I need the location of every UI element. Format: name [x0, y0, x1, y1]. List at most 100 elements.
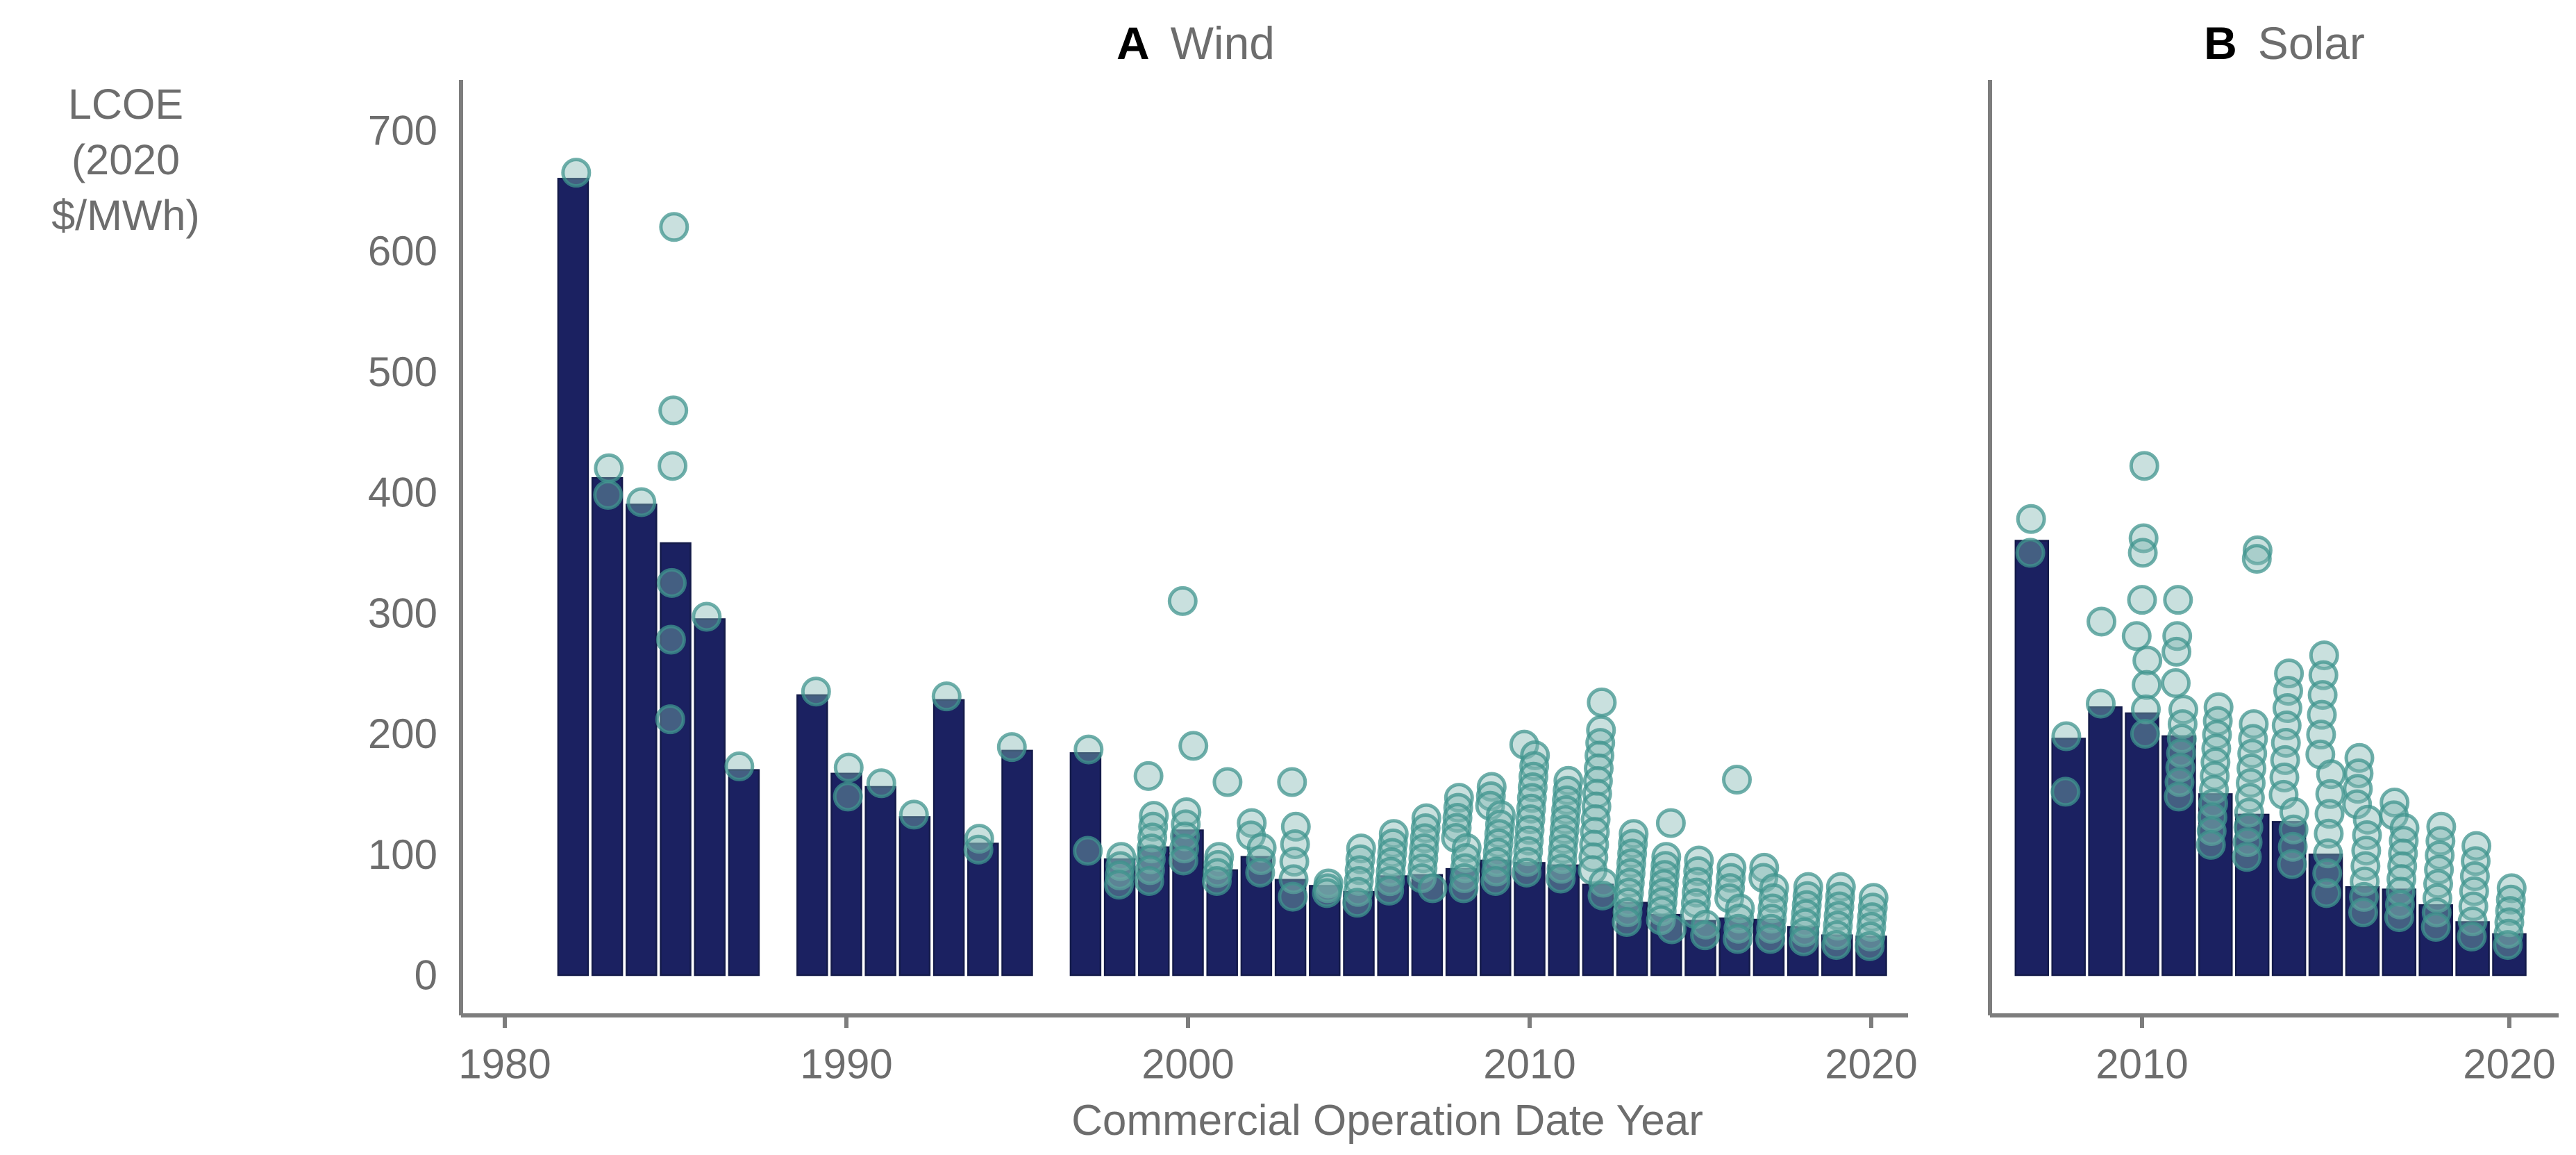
- scatter-point: [594, 453, 624, 483]
- y-axis-label-line1: LCOE: [67, 81, 184, 128]
- bar-wind-1986: [694, 618, 726, 977]
- scatter-point: [2342, 789, 2373, 820]
- y-tick-label-700: 700: [368, 107, 437, 153]
- scatter-point: [1245, 857, 1276, 888]
- scatter-wind-2008: [1441, 783, 1482, 904]
- panel-a-name: Wind: [1170, 17, 1276, 69]
- scatter-point: [801, 676, 831, 707]
- scatter-point: [1512, 857, 1542, 888]
- scatter-wind-2013: [1612, 819, 1649, 938]
- scatter-point: [659, 212, 689, 242]
- scatter-point: [1202, 865, 1232, 896]
- scatter-point: [1137, 833, 1166, 864]
- scatter-point: [1789, 926, 1819, 956]
- bar-wind-1983: [591, 476, 624, 977]
- scatter-point: [2132, 670, 2162, 700]
- scatter-wind-1989: [801, 676, 831, 707]
- scatter-wind-2010: [1509, 729, 1550, 888]
- scatter-point: [2495, 896, 2525, 927]
- bar-solar-2012: [2198, 793, 2233, 977]
- scatter-solar-2014: [2268, 658, 2309, 879]
- scatter-point: [1212, 767, 1243, 797]
- scatter-point: [2461, 846, 2491, 876]
- scatter-point: [2384, 902, 2414, 933]
- scatter-point: [626, 487, 657, 517]
- scatter-solar-2020: [2493, 873, 2527, 961]
- scatter-point: [1682, 877, 1712, 908]
- bar-solar-2008: [2051, 738, 2086, 977]
- scatter-solar-2012: [2196, 692, 2234, 860]
- bar-wind-1982: [557, 178, 589, 977]
- scatter-point: [2241, 544, 2272, 574]
- scatter-point: [1520, 740, 1550, 771]
- scatter-point: [1722, 765, 1752, 795]
- scatter-point: [1480, 865, 1511, 896]
- scatter-point: [2086, 688, 2116, 719]
- y-axis-label-line2: (2020 $/MWh): [51, 136, 200, 239]
- bar-wind-1984: [626, 504, 658, 977]
- scatter-point: [996, 732, 1027, 763]
- scatter-point: [655, 624, 686, 655]
- scatter-point: [2242, 535, 2273, 565]
- scatter-point: [1374, 875, 1405, 906]
- y-tick-label-100: 100: [368, 831, 437, 878]
- bar-wind-1989: [796, 694, 828, 977]
- scatter-point: [2232, 842, 2262, 872]
- scatter-solar-2016: [2342, 742, 2383, 928]
- scatter-wind-1995: [996, 732, 1027, 763]
- scatter-point: [1448, 873, 1479, 904]
- scatter-solar-2008: [2050, 721, 2082, 807]
- scatter-point: [2132, 645, 2163, 676]
- scatter-wind-1994: [963, 824, 994, 865]
- scatter-point: [2131, 694, 2161, 724]
- scatter-point: [2495, 884, 2526, 915]
- scatter-wind-2007: [1407, 803, 1448, 904]
- scatter-point: [1342, 888, 1373, 918]
- scatter-wind-1997: [1073, 734, 1104, 866]
- scatter-point: [2127, 585, 2157, 615]
- scatter-solar-2011: [2161, 585, 2198, 812]
- scatter-point: [1822, 920, 1852, 951]
- scatter-point: [1612, 897, 1643, 927]
- scatter-point: [1278, 881, 1308, 912]
- scatter-point: [2050, 776, 2081, 807]
- scatter-point: [2493, 930, 2523, 961]
- scatter-wind-2004: [1312, 868, 1344, 908]
- scatter-point: [593, 480, 624, 510]
- scatter-point: [1343, 876, 1373, 907]
- scatter-point: [1684, 845, 1714, 876]
- scatter-point: [1375, 866, 1405, 897]
- scatter-point: [1855, 931, 1885, 961]
- panel-a-letter: A: [1116, 17, 1150, 69]
- scatter-point: [1514, 815, 1545, 845]
- scatter-point: [2457, 906, 2488, 937]
- scatter-point: [1277, 767, 1307, 797]
- y-tick-label-200: 200: [368, 711, 437, 757]
- scatter-point: [657, 567, 687, 598]
- scatter-point: [1821, 930, 1852, 961]
- scatter-wind-2009: [1475, 772, 1516, 896]
- scatter-point: [1657, 914, 1687, 945]
- scatter-point: [1104, 870, 1134, 900]
- scatter-point: [2196, 829, 2226, 860]
- bar-wind-2001: [1206, 869, 1238, 977]
- scatter-point: [2461, 831, 2492, 861]
- bar-wind-1992: [898, 816, 931, 977]
- scatter-point: [1514, 825, 1544, 856]
- scatter-wind-1985: [655, 212, 689, 735]
- scatter-point: [1587, 880, 1618, 911]
- scatter-point: [964, 824, 994, 854]
- scatter-point: [1515, 804, 1546, 835]
- scatter-wind-1992: [898, 799, 929, 830]
- scatter-wind-2012: [1578, 687, 1619, 911]
- bar-wind-1993: [932, 699, 965, 977]
- scatter-point: [2051, 721, 2082, 751]
- scatter-wind-1982: [561, 158, 592, 188]
- scatter-wind-2002: [1236, 808, 1277, 888]
- scatter-point: [658, 395, 689, 426]
- bar-wind-1987: [728, 769, 760, 977]
- scatter-point: [2348, 897, 2378, 928]
- scatter-point: [2015, 538, 2046, 568]
- scatter-point: [1168, 845, 1198, 876]
- scatter-point: [2420, 912, 2451, 942]
